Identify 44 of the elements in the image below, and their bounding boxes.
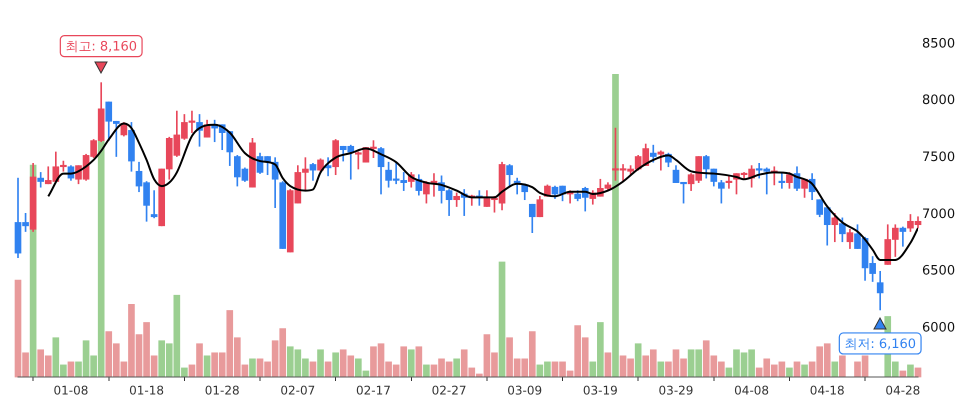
x-tick-label: 02-17 — [356, 383, 391, 398]
x-tick-label: 04-18 — [810, 383, 845, 398]
bar — [453, 358, 460, 378]
x-tick-label: 02-27 — [432, 383, 467, 398]
candlestick — [726, 176, 732, 189]
bar — [204, 355, 210, 378]
bar — [310, 362, 316, 378]
bar — [604, 352, 612, 378]
bar — [498, 262, 506, 378]
bar — [249, 358, 256, 378]
x-tick-label: 01-08 — [54, 383, 88, 398]
x-tick-label: 01-18 — [129, 383, 164, 398]
bar — [416, 346, 422, 378]
y-tick-label: 8500 — [922, 36, 956, 52]
x-tick-label: 03-09 — [507, 383, 542, 398]
y-tick-label: 6000 — [922, 320, 956, 336]
bar — [332, 352, 339, 378]
x-tick-label: 01-28 — [204, 383, 240, 398]
y-tick-label: 6500 — [922, 264, 956, 279]
y-tick-label: 7000 — [922, 206, 956, 222]
x-tick-label: 02-07 — [280, 383, 316, 398]
annotation: 최고: 8,160 — [65, 40, 138, 55]
x-tick-label: 03-19 — [582, 383, 618, 398]
x-tick-label: 04-28 — [885, 383, 920, 398]
bar — [794, 362, 800, 378]
bar — [408, 349, 415, 378]
bar — [634, 343, 642, 378]
bar — [612, 74, 619, 378]
bar — [317, 349, 324, 378]
bar — [423, 364, 430, 378]
bar — [658, 362, 664, 378]
bar — [907, 364, 914, 378]
x-tick-label: 04-08 — [734, 383, 770, 398]
annotation: 최저: 6,160 — [844, 336, 916, 352]
bar — [839, 355, 846, 378]
bar — [68, 362, 74, 378]
y-tick-label: 7500 — [922, 150, 956, 166]
bar — [831, 362, 838, 378]
x-tick-label: 03-29 — [658, 383, 694, 398]
bar — [786, 368, 793, 378]
y-tick-label: 8000 — [922, 93, 956, 108]
bar — [801, 364, 808, 378]
bar — [914, 368, 922, 378]
bar — [324, 362, 332, 378]
